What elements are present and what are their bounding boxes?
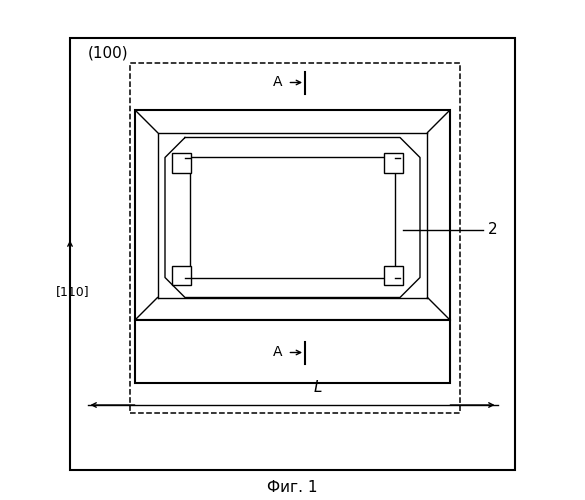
Text: Фиг. 1: Фиг. 1 [267, 480, 318, 495]
Bar [384, 154, 402, 172]
Bar [70, 38, 515, 470]
Bar [130, 62, 460, 412]
Bar [171, 266, 191, 285]
Text: A: A [273, 76, 282, 90]
Bar [171, 154, 191, 172]
Bar [135, 110, 450, 320]
Text: 2: 2 [487, 222, 497, 238]
Text: [110]: [110] [56, 285, 90, 298]
Text: L: L [313, 380, 322, 395]
Bar [135, 320, 450, 382]
Text: (100): (100) [88, 45, 128, 60]
Bar [190, 158, 395, 278]
Text: A: A [273, 346, 282, 360]
Bar [384, 266, 402, 285]
